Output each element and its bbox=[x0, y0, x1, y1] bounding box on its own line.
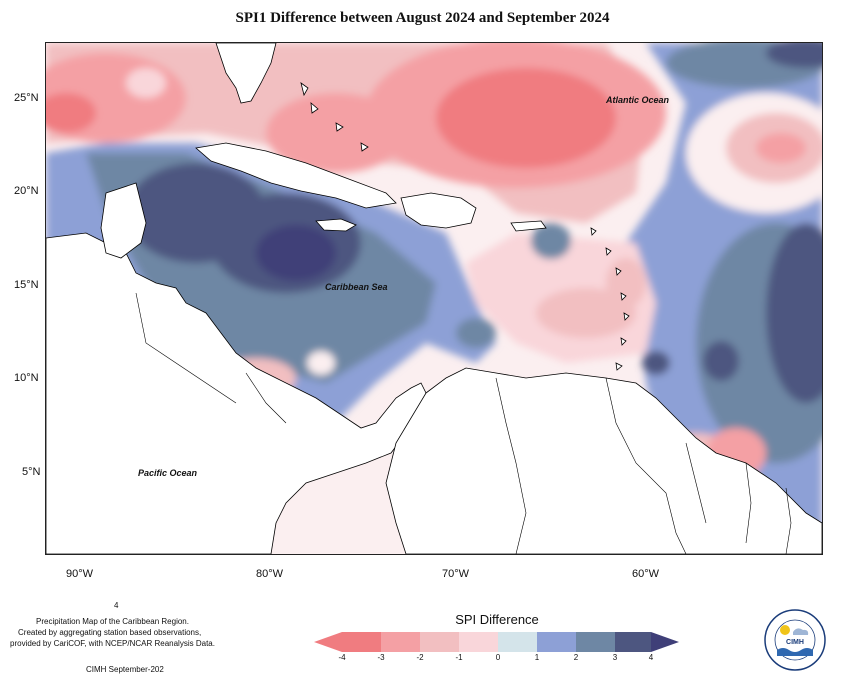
lon-tick-70w: 70°W bbox=[442, 568, 470, 580]
border-3 bbox=[495, 377, 527, 554]
legend-bin-neg3 bbox=[381, 632, 420, 652]
land-central-america bbox=[46, 232, 427, 554]
legend-colorbar bbox=[314, 632, 679, 652]
lat-tick-25n: 25°N bbox=[14, 92, 39, 104]
zone-ne-pos4 bbox=[766, 43, 822, 68]
spi-difference-map bbox=[46, 43, 822, 554]
legend-arrow-left bbox=[314, 632, 342, 652]
legend-bin-pos3 bbox=[576, 632, 615, 652]
zone-east-pos4b bbox=[703, 341, 739, 381]
legend-bin-neg4 bbox=[342, 632, 381, 652]
legend-tick-zero: 0 bbox=[495, 653, 501, 662]
legend-bin-pos2 bbox=[537, 632, 576, 652]
border-4 bbox=[605, 377, 687, 554]
lat-tick-5n: 5°N bbox=[22, 466, 41, 478]
land-hispaniola bbox=[400, 192, 477, 229]
credits-line-1: Precipitation Map of the Caribbean Regio… bbox=[36, 617, 189, 626]
land-puerto-rico bbox=[510, 220, 547, 232]
border-6 bbox=[745, 462, 752, 544]
map-title: SPI1 Difference between August 2024 and … bbox=[235, 10, 610, 26]
credits-stray-digit: 4 bbox=[114, 601, 119, 610]
zone-gulf-neg1 bbox=[126, 68, 166, 98]
zone-pr-pos3 bbox=[531, 223, 571, 259]
lon-tick-80w: 80°W bbox=[256, 568, 284, 580]
cimh-logo-graphic: CIMH bbox=[764, 609, 826, 671]
legend-tick-neg4: -4 bbox=[338, 653, 346, 662]
border-2 bbox=[245, 372, 287, 424]
legend-tick-neg3: -3 bbox=[377, 653, 385, 662]
legend-arrow-right bbox=[651, 632, 679, 652]
legend: SPI Difference -4 -3 -2 -1 0 1 2 3 4 bbox=[312, 612, 682, 672]
lat-tick-10n: 10°N bbox=[14, 372, 39, 384]
zone-atl-neg3 bbox=[756, 133, 806, 163]
zone-east-pos4c bbox=[642, 351, 670, 375]
legend-bin-pos4 bbox=[615, 632, 651, 652]
land-yucatan bbox=[100, 182, 147, 259]
zone-carib-zero bbox=[307, 351, 335, 375]
logo-text: CIMH bbox=[786, 639, 804, 646]
land-masses bbox=[46, 43, 822, 554]
land-bahamas bbox=[300, 82, 369, 152]
cimh-logo: CIMH bbox=[763, 608, 827, 672]
legend-title: SPI Difference bbox=[455, 612, 539, 627]
legend-bin-pos1 bbox=[498, 632, 537, 652]
legend-tick-neg2: -2 bbox=[416, 653, 424, 662]
lat-tick-15n: 15°N bbox=[14, 279, 39, 291]
credits-line-4: CIMH September-202 bbox=[86, 665, 164, 674]
zone-east-pos4 bbox=[766, 223, 822, 403]
legend-bin-neg1 bbox=[459, 632, 498, 652]
zone-carib-core bbox=[256, 225, 336, 281]
label-caribbean-sea: Caribbean Sea bbox=[325, 282, 388, 292]
zone-atlantic-neg4 bbox=[436, 68, 616, 168]
zone-antilles-neg2b bbox=[606, 258, 646, 308]
sun-icon bbox=[780, 625, 790, 635]
border-5 bbox=[685, 442, 707, 524]
zone-bahamas-neg3 bbox=[266, 93, 406, 173]
legend-tick-pos4: 4 bbox=[648, 653, 654, 662]
land-florida bbox=[215, 43, 277, 104]
legend-tick-pos1: 1 bbox=[534, 653, 540, 662]
legend-bin-neg2 bbox=[420, 632, 459, 652]
land-cuba bbox=[195, 142, 397, 209]
zone-antilles-neg2 bbox=[536, 288, 636, 338]
label-pacific-ocean: Pacific Ocean bbox=[138, 468, 198, 478]
lat-tick-20n: 20°N bbox=[14, 185, 39, 197]
legend-tick-pos3: 3 bbox=[612, 653, 618, 662]
zone-carib-pos3b bbox=[456, 318, 496, 348]
water-icon bbox=[777, 648, 813, 656]
country-borders bbox=[135, 292, 792, 554]
lon-tick-90w: 90°W bbox=[66, 568, 94, 580]
lon-tick-60w: 60°W bbox=[632, 568, 660, 580]
legend-tick-pos2: 2 bbox=[573, 653, 579, 662]
legend-tick-neg1: -1 bbox=[455, 653, 463, 662]
border-7 bbox=[785, 487, 792, 554]
map-panel bbox=[45, 42, 823, 555]
credits-line-3: provided by CariCOF, with NCEP/NCAR Rean… bbox=[10, 639, 215, 648]
land-south-america bbox=[385, 367, 822, 554]
land-lesser-antilles bbox=[590, 227, 630, 371]
cloud-icon bbox=[793, 628, 809, 635]
land-jamaica bbox=[315, 218, 357, 232]
credits-line-2: Created by aggregating station based obs… bbox=[18, 628, 202, 637]
zone-gulf-neg4 bbox=[46, 93, 96, 133]
border-1 bbox=[135, 292, 237, 404]
label-atlantic-ocean: Atlantic Ocean bbox=[606, 95, 670, 105]
